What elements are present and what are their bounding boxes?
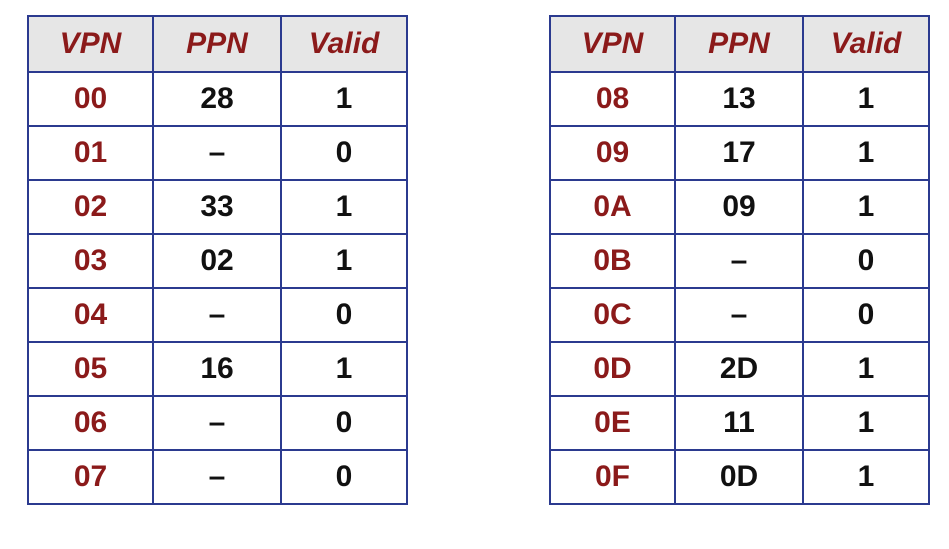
- valid-cell: 0: [280, 125, 408, 181]
- vpn-cell: 01: [27, 125, 154, 181]
- table-row: 01 – 0: [27, 125, 408, 181]
- valid-cell: 1: [802, 125, 930, 181]
- valid-cell: 1: [280, 233, 408, 289]
- vpn-cell: 00: [27, 71, 154, 127]
- valid-header: Valid: [280, 15, 408, 73]
- ppn-cell: 33: [152, 179, 282, 235]
- vpn-cell: 06: [27, 395, 154, 451]
- table-row: 02 33 1: [27, 179, 408, 235]
- table-row: 04 – 0: [27, 287, 408, 343]
- valid-cell: 0: [280, 395, 408, 451]
- table-row: 0E 11 1: [549, 395, 930, 451]
- valid-cell: 1: [802, 179, 930, 235]
- valid-cell: 1: [280, 341, 408, 397]
- vpn-cell: 03: [27, 233, 154, 289]
- vpn-cell: 07: [27, 449, 154, 505]
- valid-cell: 1: [802, 395, 930, 451]
- table-row: 03 02 1: [27, 233, 408, 289]
- table-row: 05 16 1: [27, 341, 408, 397]
- valid-cell: 0: [280, 449, 408, 505]
- table-row: 07 – 0: [27, 449, 408, 505]
- vpn-header: VPN: [549, 15, 676, 73]
- valid-cell: 0: [280, 287, 408, 343]
- table-row: 0D 2D 1: [549, 341, 930, 397]
- table-row: 0A 09 1: [549, 179, 930, 235]
- ppn-cell: –: [152, 125, 282, 181]
- table-row: 00 28 1: [27, 71, 408, 127]
- ppn-cell: –: [674, 287, 804, 343]
- ppn-header: PPN: [674, 15, 804, 73]
- vpn-header: VPN: [27, 15, 154, 73]
- vpn-cell: 08: [549, 71, 676, 127]
- vpn-cell: 0E: [549, 395, 676, 451]
- vpn-cell: 09: [549, 125, 676, 181]
- table-row: 0F 0D 1: [549, 449, 930, 505]
- ppn-cell: –: [152, 287, 282, 343]
- ppn-cell: 09: [674, 179, 804, 235]
- ppn-cell: 2D: [674, 341, 804, 397]
- valid-cell: 0: [802, 287, 930, 343]
- table-header-row: VPN PPN Valid: [27, 15, 408, 73]
- valid-header: Valid: [802, 15, 930, 73]
- vpn-cell: 0C: [549, 287, 676, 343]
- ppn-cell: –: [152, 449, 282, 505]
- valid-cell: 1: [802, 71, 930, 127]
- table-row: 06 – 0: [27, 395, 408, 451]
- ppn-cell: 28: [152, 71, 282, 127]
- table-row: 08 13 1: [549, 71, 930, 127]
- table-row: 09 17 1: [549, 125, 930, 181]
- valid-cell: 0: [802, 233, 930, 289]
- valid-cell: 1: [280, 71, 408, 127]
- ppn-header: PPN: [152, 15, 282, 73]
- table-row: 0B – 0: [549, 233, 930, 289]
- ppn-cell: 16: [152, 341, 282, 397]
- ppn-cell: 0D: [674, 449, 804, 505]
- table-row: 0C – 0: [549, 287, 930, 343]
- vpn-cell: 05: [27, 341, 154, 397]
- valid-cell: 1: [280, 179, 408, 235]
- vpn-cell: 0F: [549, 449, 676, 505]
- ppn-cell: 02: [152, 233, 282, 289]
- ppn-cell: 13: [674, 71, 804, 127]
- vpn-cell: 0B: [549, 233, 676, 289]
- table-header-row: VPN PPN Valid: [549, 15, 930, 73]
- valid-cell: 1: [802, 449, 930, 505]
- vpn-cell: 02: [27, 179, 154, 235]
- ppn-cell: 17: [674, 125, 804, 181]
- valid-cell: 1: [802, 341, 930, 397]
- ppn-cell: –: [674, 233, 804, 289]
- vpn-cell: 0D: [549, 341, 676, 397]
- vpn-cell: 0A: [549, 179, 676, 235]
- ppn-cell: 11: [674, 395, 804, 451]
- page-table-right: VPN PPN Valid 08 13 1 09 17 1 0A 09 1 0B…: [549, 15, 930, 505]
- ppn-cell: –: [152, 395, 282, 451]
- vpn-cell: 04: [27, 287, 154, 343]
- page-table-left: VPN PPN Valid 00 28 1 01 – 0 02 33 1 03 …: [27, 15, 408, 505]
